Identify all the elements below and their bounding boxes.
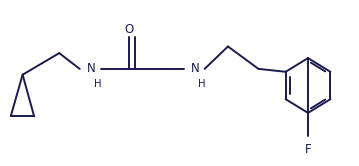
Text: N: N xyxy=(87,62,96,75)
Text: H: H xyxy=(94,79,102,89)
Text: N: N xyxy=(191,62,200,75)
Text: H: H xyxy=(199,79,206,89)
Text: F: F xyxy=(305,143,311,156)
Text: O: O xyxy=(125,23,134,36)
